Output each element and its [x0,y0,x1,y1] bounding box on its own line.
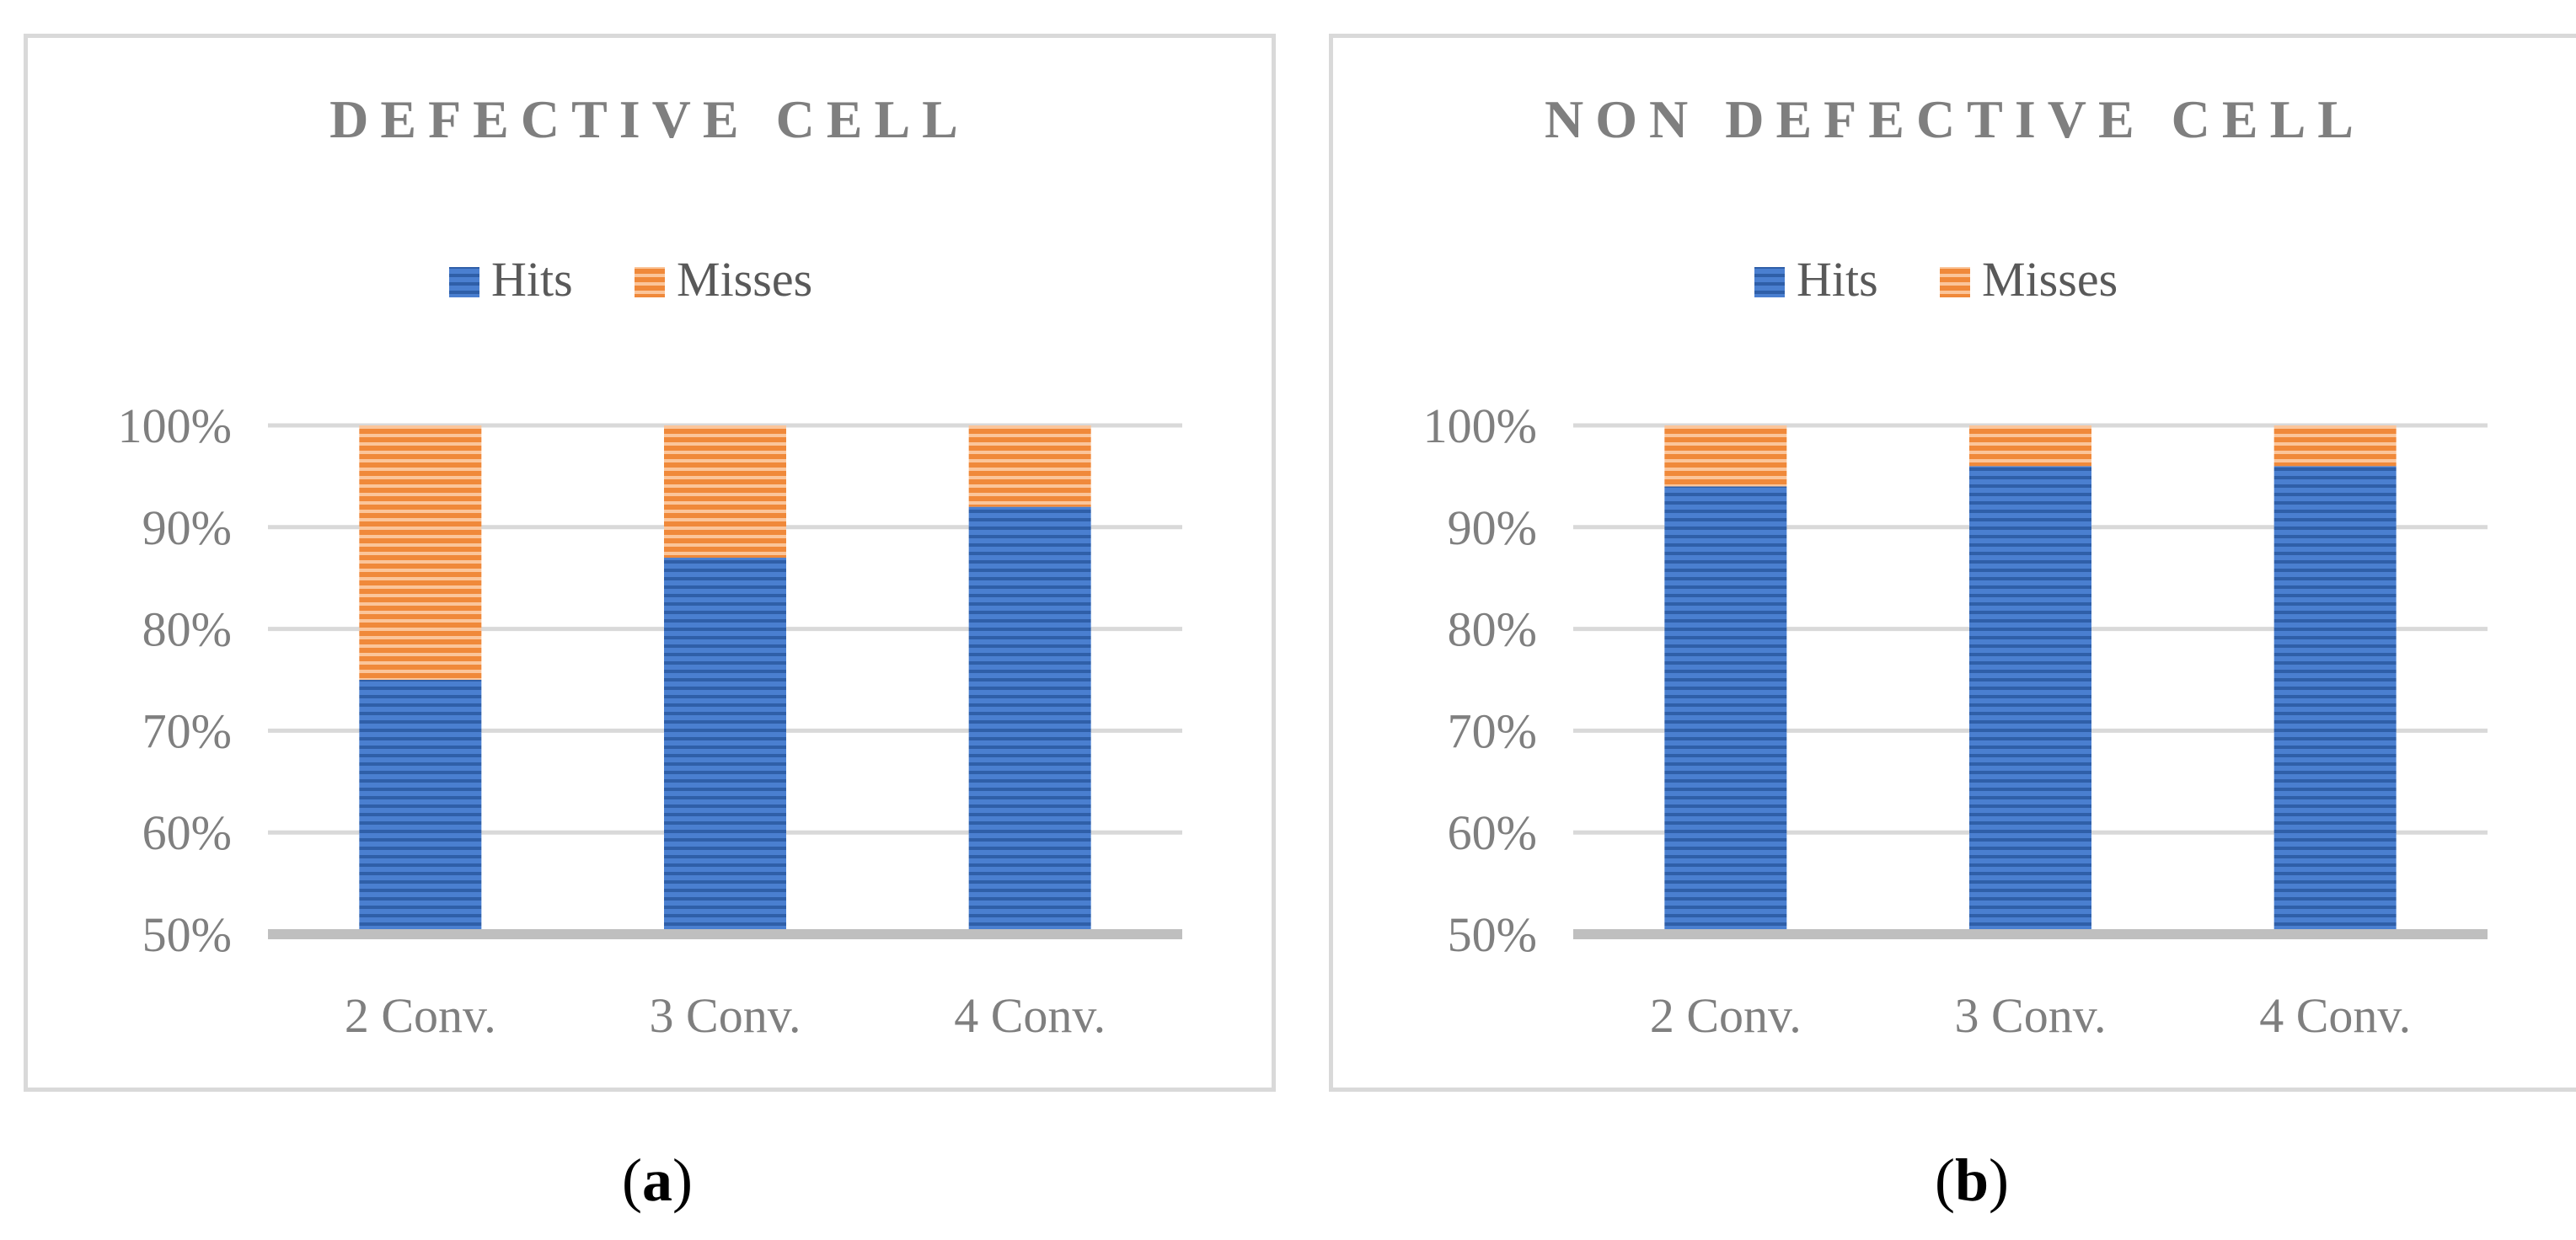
y-tick-label: 90% [142,500,232,555]
legend-swatch-hits [1754,267,1785,297]
bar-hits-2 [1969,466,2091,934]
bar-hits-3 [2273,466,2397,934]
x-tick-label: 3 Conv. [1955,988,2107,1043]
bar-hits-2 [664,558,786,934]
y-tick-label: 60% [1448,805,1537,860]
chart-svg-b: NON DEFECTIVE CELL Hits Misses 50% 60% 70% 80%… [1423,89,2488,1043]
y-tick-label: 90% [1448,500,1537,555]
bar-misses-3 [968,425,1091,507]
y-tick-label: 60% [142,805,232,860]
bar-hits-3 [968,506,1091,934]
caption-a: (a) [622,1146,693,1214]
legend-label-misses: Misses [677,252,812,307]
legend-label-hits: Hits [1797,252,1878,307]
y-tick-label: 100% [118,398,232,453]
legend-label-hits: Hits [491,252,573,307]
legend-swatch-misses [1940,267,1970,297]
chart-title: NON DEFECTIVE CELL [1545,89,2365,149]
x-tick-label: 2 Conv. [1650,988,1802,1043]
legend: Hits Misses [1754,252,2118,307]
chart-title: DEFECTIVE CELL [329,89,970,149]
y-tick-label: 50% [142,907,232,962]
bar-misses-1 [1664,425,1787,487]
bar-misses-2 [1969,425,2091,467]
x-tick-label: 2 Conv. [345,988,496,1043]
bar-misses-3 [2273,425,2397,467]
y-tick-label: 80% [1448,602,1537,657]
bar-hits-1 [1664,486,1787,934]
x-tick-label: 4 Conv. [954,988,1106,1043]
legend-label-misses: Misses [1982,252,2118,307]
x-tick-label: 3 Conv. [650,988,801,1043]
y-tick-label: 100% [1423,398,1537,453]
y-tick-label: 70% [1448,703,1537,758]
legend-swatch-misses [635,267,665,297]
bar-misses-1 [359,425,482,680]
chart-panel-b: NON DEFECTIVE CELL Hits Misses 50% 60% 70% 80%… [1329,34,2576,1092]
caption-b: (b) [1934,1146,2009,1214]
bar-hits-1 [359,680,482,934]
y-tick-label: 50% [1448,907,1537,962]
chart-svg-a: DEFECTIVE CELL Hits Misses 50% 60% 70% 80% 90% 1… [118,89,1182,1043]
y-tick-label: 80% [142,602,232,657]
bar-misses-2 [664,425,786,559]
x-tick-label: 4 Conv. [2259,988,2411,1043]
y-tick-label: 70% [142,703,232,758]
legend-swatch-hits [449,267,479,297]
legend: Hits Misses [449,252,812,307]
chart-panel-a: DEFECTIVE CELL Hits Misses 50% 60% 70% 80% 90% 1… [24,34,1276,1092]
